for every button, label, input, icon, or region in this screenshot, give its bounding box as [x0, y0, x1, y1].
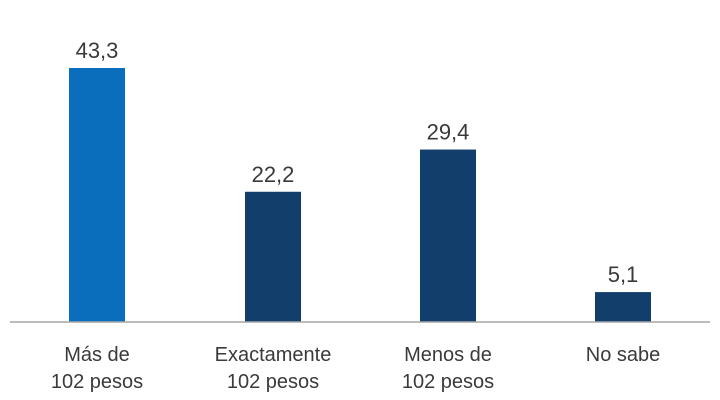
bar-0: [69, 68, 125, 322]
category-label-0-line-0: Más de: [64, 344, 130, 366]
bar-3: [595, 292, 651, 322]
bars-layer: [69, 68, 651, 322]
data-label-1: 22,2: [252, 162, 295, 187]
category-label-1-line-1: 102 pesos: [227, 371, 319, 393]
category-label-3-line-0: No sabe: [586, 344, 661, 366]
labels-layer: 43,3 Más de 102 pesos 22,2 Exactamente 102 pe…: [51, 38, 660, 393]
category-label-1-line-0: Exactamente: [215, 344, 332, 366]
data-label-2: 29,4: [427, 120, 470, 145]
category-label-0-line-1: 102 pesos: [51, 371, 143, 393]
bar-1: [245, 191, 301, 322]
category-label-2-line-1: 102 pesos: [402, 371, 494, 393]
category-label-2-line-0: Menos de: [404, 344, 492, 366]
data-label-0: 43,3: [76, 38, 119, 63]
bar-2: [420, 149, 476, 322]
data-label-3: 5,1: [608, 262, 639, 287]
